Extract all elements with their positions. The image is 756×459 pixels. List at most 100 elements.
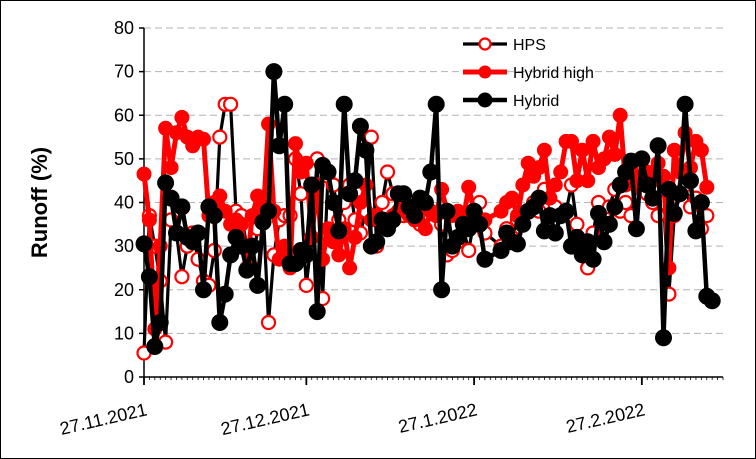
data-point	[211, 314, 229, 331]
series-layer	[135, 63, 721, 361]
y-axis-label: Runoff (%)	[27, 147, 52, 258]
y-tick-label: 50	[114, 149, 134, 169]
data-point	[297, 246, 315, 264]
data-point	[331, 247, 347, 263]
data-point	[508, 235, 526, 253]
data-point	[249, 276, 267, 294]
data-point	[151, 314, 169, 331]
data-point	[265, 63, 283, 81]
data-point	[141, 212, 157, 228]
data-point	[260, 314, 277, 331]
data-point	[433, 281, 451, 299]
data-point	[504, 190, 520, 206]
data-point	[342, 260, 358, 276]
y-tick-label: 0	[124, 367, 134, 387]
legend-item: Hybrid	[463, 92, 559, 110]
data-point	[212, 129, 228, 145]
data-point	[633, 150, 651, 168]
legend-marker	[478, 37, 492, 51]
data-point	[546, 224, 564, 242]
data-point	[346, 172, 364, 190]
legend-label: HPS	[513, 37, 546, 54]
data-point	[250, 188, 266, 204]
data-point	[536, 142, 552, 158]
data-point	[584, 250, 602, 268]
data-point	[212, 188, 228, 204]
data-point	[595, 233, 613, 251]
data-point	[553, 164, 569, 180]
data-point	[379, 164, 396, 180]
data-point	[557, 202, 575, 220]
data-point	[238, 261, 256, 279]
data-point	[260, 202, 277, 220]
data-point	[600, 215, 618, 233]
data-point	[671, 185, 689, 203]
data-point	[135, 235, 153, 253]
data-point	[627, 220, 645, 238]
data-point	[422, 163, 440, 181]
data-point	[163, 160, 179, 176]
data-point	[703, 292, 721, 310]
legend: HPS Hybrid high Hybrid	[463, 37, 594, 110]
data-point	[357, 141, 375, 159]
data-point	[438, 202, 456, 220]
y-tick-label: 40	[114, 193, 134, 213]
data-point	[416, 194, 434, 211]
data-point	[363, 129, 379, 145]
data-point	[374, 194, 390, 211]
data-point	[335, 95, 353, 113]
data-point	[319, 163, 337, 181]
data-point	[347, 229, 363, 245]
data-point	[515, 177, 531, 193]
legend-marker	[477, 92, 493, 108]
data-point	[216, 285, 234, 303]
data-point	[531, 160, 547, 176]
data-point	[303, 176, 321, 194]
y-tick-label: 20	[114, 280, 134, 300]
data-point	[146, 338, 164, 355]
data-point	[427, 95, 445, 113]
data-point	[461, 242, 477, 259]
data-point	[384, 211, 402, 229]
data-point	[579, 233, 597, 251]
data-point	[574, 142, 590, 158]
legend-item: Hybrid high	[463, 65, 594, 82]
data-point	[330, 222, 348, 240]
data-point	[308, 303, 326, 321]
data-point	[140, 268, 158, 286]
data-point	[585, 133, 601, 149]
data-point	[406, 207, 424, 225]
data-point	[644, 189, 662, 207]
data-point	[223, 96, 239, 112]
data-point	[368, 233, 386, 251]
data-point	[461, 179, 477, 195]
data-point	[530, 189, 548, 207]
data-point	[174, 109, 190, 125]
legend-label: Hybrid	[513, 93, 559, 110]
data-point	[195, 281, 212, 299]
series-hybrid	[135, 63, 721, 355]
data-point	[173, 198, 191, 216]
data-point	[693, 142, 709, 158]
y-tick-label: 70	[114, 62, 134, 82]
data-point	[351, 117, 369, 135]
data-point	[298, 277, 314, 293]
data-point	[590, 204, 607, 222]
legend-marker	[478, 65, 492, 79]
data-point	[612, 107, 628, 123]
y-tick-label: 80	[114, 18, 134, 38]
data-point	[471, 215, 488, 233]
data-point	[699, 179, 715, 195]
data-point	[655, 329, 672, 347]
data-point	[547, 177, 563, 193]
data-point	[205, 207, 223, 225]
data-point	[189, 224, 207, 242]
data-point	[665, 204, 683, 222]
data-point	[298, 155, 314, 171]
data-point	[288, 136, 303, 152]
x-tick-label: 27.2.2022	[564, 399, 647, 437]
data-point	[569, 216, 585, 232]
data-point	[649, 137, 667, 155]
legend-label: Hybrid high	[513, 65, 594, 82]
